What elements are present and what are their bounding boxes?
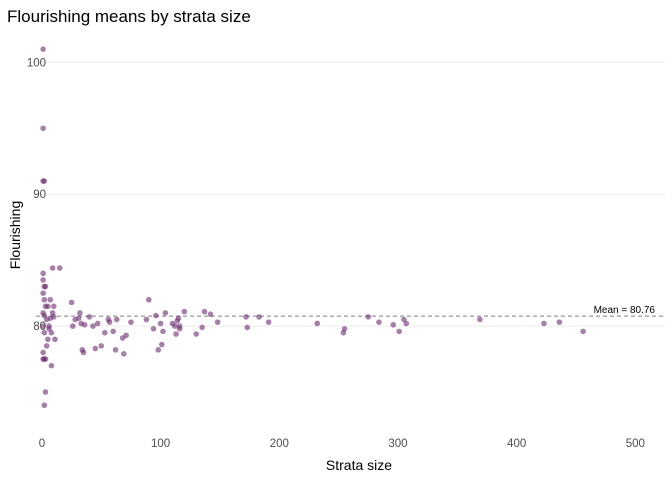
data-point <box>40 323 46 329</box>
data-point <box>45 303 51 310</box>
x-tick-labels: 0 100 200 300 400 500 <box>39 438 645 450</box>
data-point <box>314 320 321 327</box>
x-tick-label: 400 <box>507 438 526 450</box>
data-point <box>123 332 129 339</box>
data-point <box>45 336 51 343</box>
data-point <box>155 347 162 353</box>
data-point <box>94 320 101 327</box>
data-point <box>541 320 547 327</box>
data-point <box>56 265 63 271</box>
data-point <box>41 402 48 409</box>
data-point <box>176 325 183 332</box>
data-point <box>121 350 127 357</box>
data-point <box>341 325 348 332</box>
data-point <box>77 310 83 316</box>
data-point <box>159 341 165 348</box>
data-point <box>143 316 150 323</box>
data-point <box>41 178 48 184</box>
data-point <box>40 270 46 277</box>
data-point <box>175 315 182 321</box>
data-point <box>256 314 262 320</box>
data-point <box>41 329 48 336</box>
data-point <box>214 319 221 325</box>
data-point <box>48 329 55 336</box>
data-point <box>390 321 397 328</box>
data-point <box>40 356 46 362</box>
data-point <box>51 314 57 320</box>
data-point <box>48 362 55 369</box>
data-point <box>201 308 208 315</box>
data-point <box>162 310 169 316</box>
data-point <box>199 324 205 331</box>
data-point <box>40 277 46 283</box>
x-tick-label: 300 <box>388 438 407 450</box>
data-point <box>40 290 46 296</box>
data-point <box>68 299 75 306</box>
data-point <box>81 321 88 328</box>
x-tick-label: 100 <box>151 438 170 450</box>
x-axis-title: Strata size <box>326 457 392 473</box>
data-point <box>265 319 272 325</box>
data-point <box>106 319 113 325</box>
data-points <box>40 46 586 409</box>
data-point <box>98 343 105 349</box>
mean-label: Mean = 80.76 <box>594 305 656 316</box>
data-point <box>40 349 46 356</box>
data-point <box>43 343 50 349</box>
data-point <box>49 265 56 271</box>
x-tick-label: 200 <box>270 438 289 450</box>
data-point <box>145 296 152 303</box>
data-point <box>365 314 372 320</box>
data-point <box>69 323 76 329</box>
data-point <box>173 331 179 337</box>
data-point <box>47 296 54 303</box>
data-point <box>160 328 166 335</box>
data-point <box>40 125 46 132</box>
data-point <box>41 296 48 303</box>
data-point <box>92 345 99 352</box>
data-point <box>52 336 58 343</box>
data-point <box>244 324 251 331</box>
data-point <box>150 325 157 332</box>
data-point <box>403 320 410 327</box>
data-point <box>42 389 49 395</box>
x-tick-label: 0 <box>39 438 45 450</box>
data-point <box>207 311 214 318</box>
data-point <box>157 320 164 327</box>
data-point <box>90 323 96 329</box>
data-point <box>376 319 382 325</box>
y-tick-label: 90 <box>33 189 46 201</box>
data-point <box>193 331 200 337</box>
data-point <box>51 303 57 310</box>
data-point <box>113 316 120 323</box>
data-point <box>110 328 116 335</box>
data-point <box>243 314 249 320</box>
data-point <box>128 319 134 325</box>
data-point <box>477 316 483 323</box>
data-point <box>80 349 87 356</box>
data-point <box>86 314 93 320</box>
data-point <box>75 315 82 321</box>
data-point <box>42 283 49 290</box>
data-point <box>172 323 178 329</box>
data-point <box>181 308 188 315</box>
data-point <box>40 46 46 52</box>
y-gridlines <box>36 61 665 327</box>
y-tick-label: 100 <box>27 57 46 69</box>
y-axis-title: Flourishing <box>7 201 23 269</box>
data-point <box>580 328 586 335</box>
data-point <box>102 329 108 336</box>
chart-title: Flourishing means by strata size <box>7 7 251 26</box>
data-point <box>556 319 563 325</box>
x-tick-label: 500 <box>626 438 645 450</box>
data-point <box>153 312 159 319</box>
data-point <box>396 328 402 335</box>
data-point <box>112 347 119 353</box>
